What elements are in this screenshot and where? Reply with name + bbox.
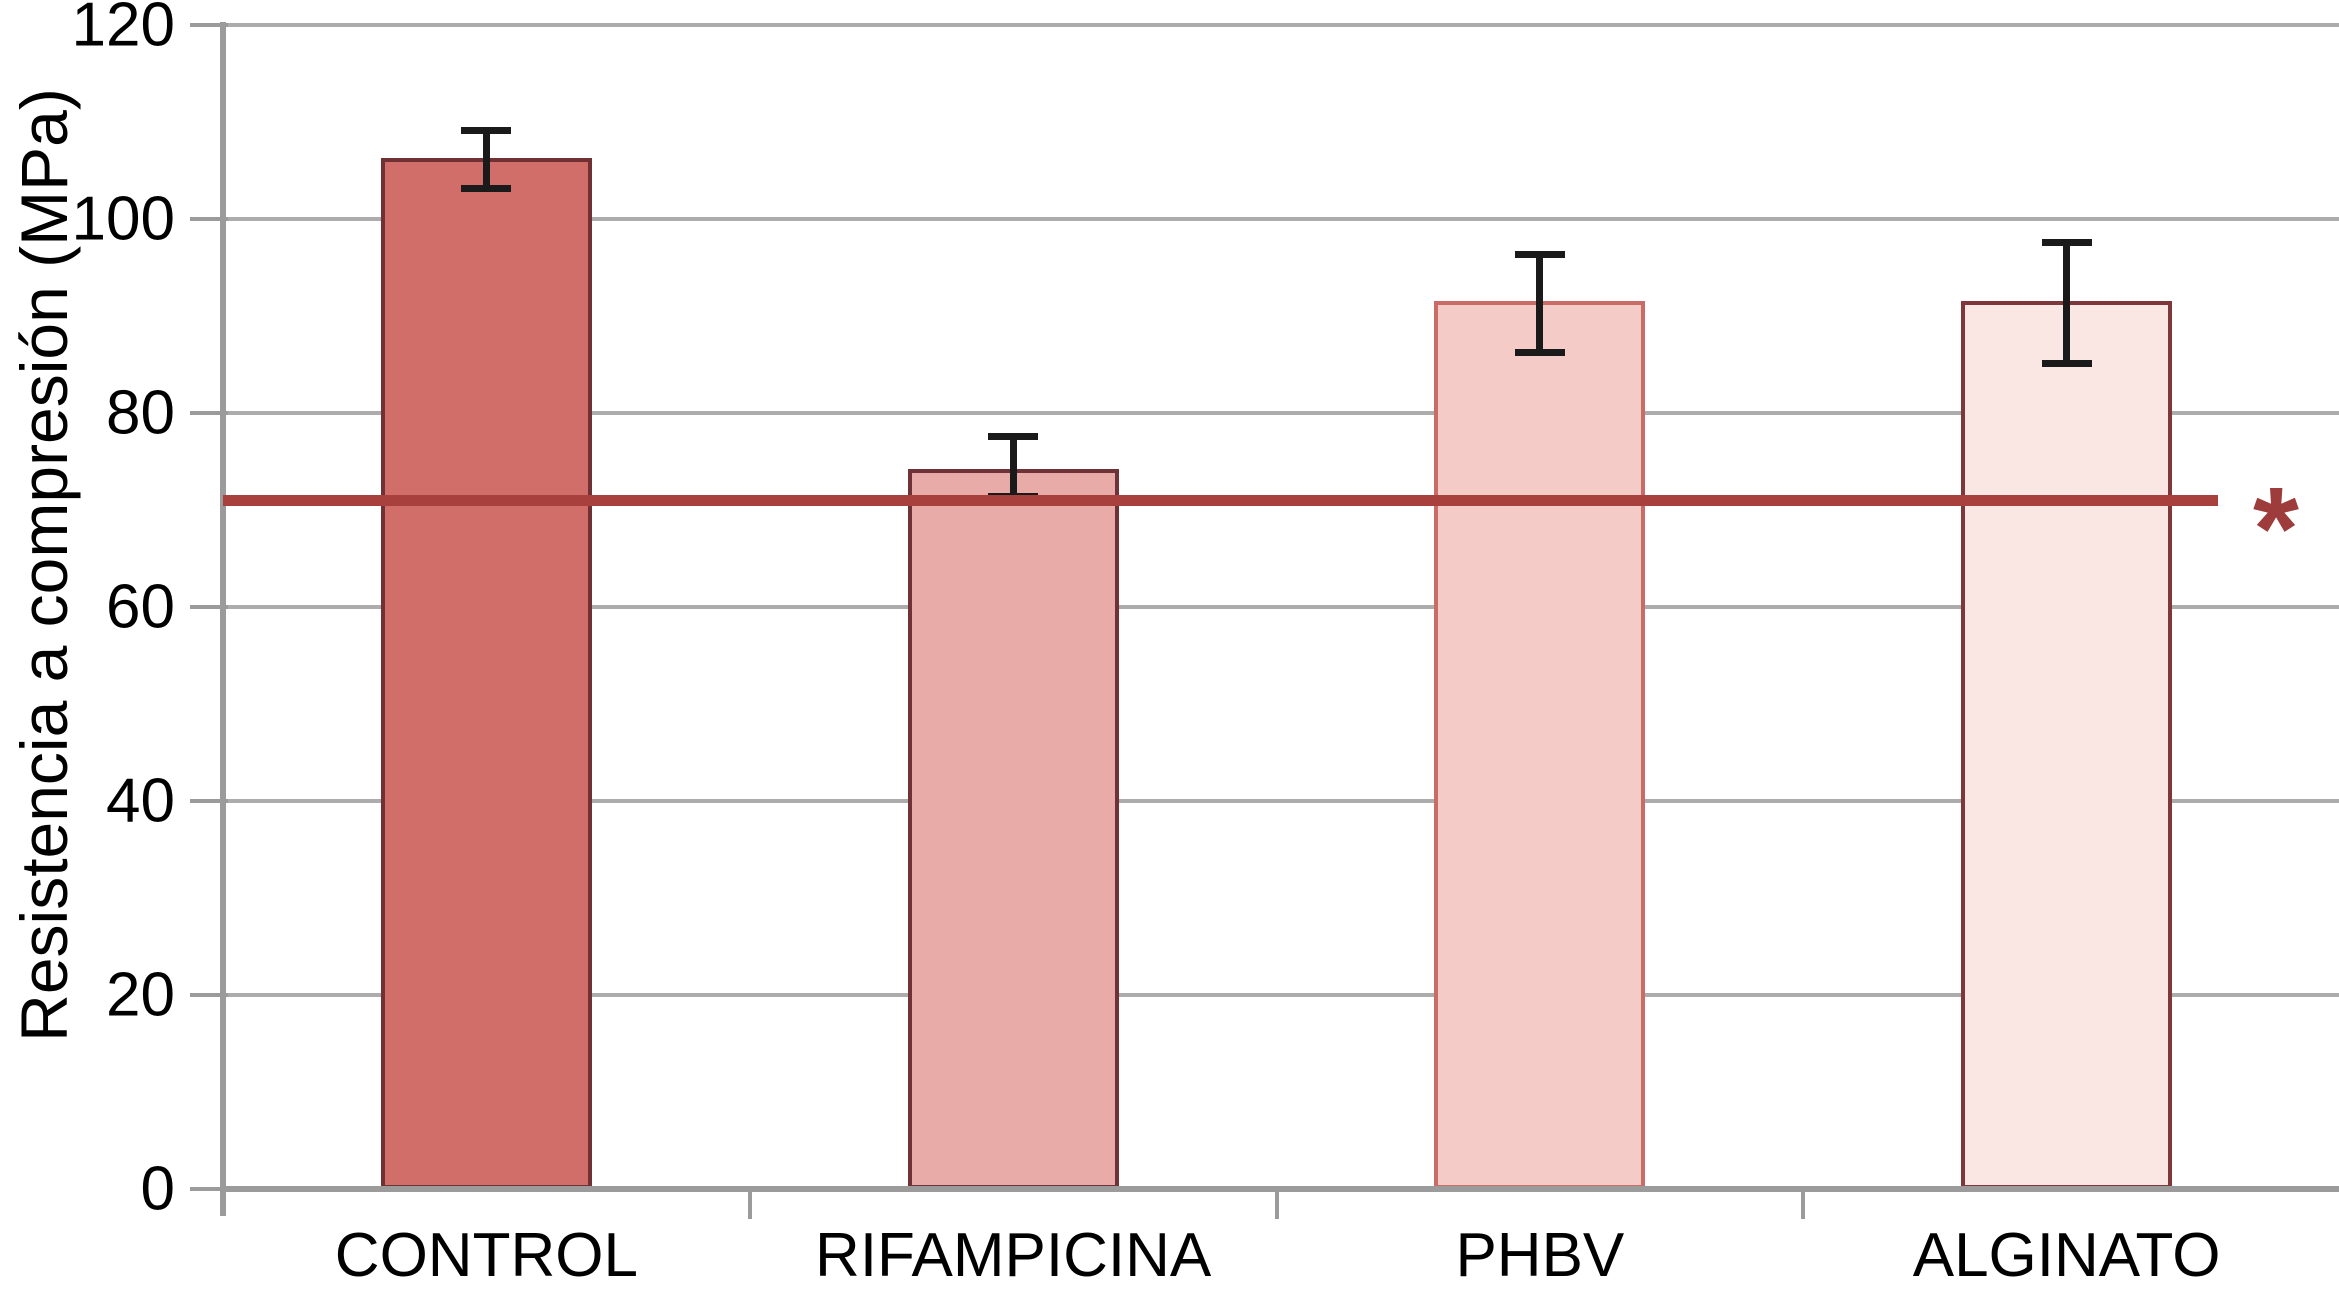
category-label-control: CONTROL (334, 1221, 638, 1290)
gridline-60 (223, 605, 2339, 609)
y-tick-mark-20 (190, 993, 228, 997)
y-tick-mark-60 (190, 605, 228, 609)
bar-control (380, 157, 592, 1189)
error-bar-cap-top-control (461, 126, 512, 134)
error-bar-cap-bottom-control (461, 184, 512, 192)
y-tick-mark-120 (190, 23, 228, 27)
y-tick-mark-40 (190, 799, 228, 803)
category-label-alginato: ALGINATO (1912, 1221, 2221, 1290)
x-tick-mark-2 (1274, 1189, 1279, 1219)
y-axis-line (220, 22, 226, 1216)
bar-alginato (1961, 301, 2173, 1189)
y-tick-label-20: 20 (106, 960, 175, 1030)
y-tick-mark-80 (190, 411, 228, 415)
category-label-rifampicina: RIFAMPICINA (815, 1221, 1212, 1290)
y-tick-mark-100 (190, 217, 228, 221)
y-tick-label-120: 120 (71, 0, 175, 60)
gridline-80 (223, 411, 2339, 415)
y-tick-label-60: 60 (106, 572, 175, 642)
category-label-phbv: PHBV (1455, 1221, 1625, 1290)
error-bar-stem-rifampicina (1009, 436, 1017, 498)
x-tick-mark-1 (747, 1189, 752, 1219)
y-tick-label-0: 0 (140, 1154, 175, 1224)
gridline-100 (223, 217, 2339, 221)
bar-phbv (1434, 301, 1646, 1189)
gridline-20 (223, 993, 2339, 997)
y-tick-label-80: 80 (106, 378, 175, 448)
significance-asterisk: * (2253, 463, 2299, 596)
bar-rifampicina (907, 469, 1119, 1189)
y-tick-label-40: 40 (106, 766, 175, 836)
error-bar-stem-phbv (1536, 253, 1544, 353)
error-bar-stem-alginato (2063, 242, 2071, 364)
y-tick-label-100: 100 (71, 184, 175, 254)
error-bar-cap-bottom-phbv (1514, 348, 1565, 356)
error-bar-cap-top-alginato (2041, 239, 2092, 247)
gridline-40 (223, 799, 2339, 803)
error-bar-cap-top-rifampicina (988, 433, 1039, 441)
y-tick-mark-0 (190, 1187, 228, 1191)
gridline-120 (223, 23, 2339, 27)
x-tick-mark-3 (1801, 1189, 1806, 1219)
error-bar-cap-top-phbv (1514, 250, 1565, 258)
error-bar-cap-bottom-alginato (2041, 359, 2092, 367)
reference-line (223, 494, 2218, 506)
x-axis-line (220, 1186, 2339, 1192)
error-bar-stem-control (482, 129, 490, 189)
